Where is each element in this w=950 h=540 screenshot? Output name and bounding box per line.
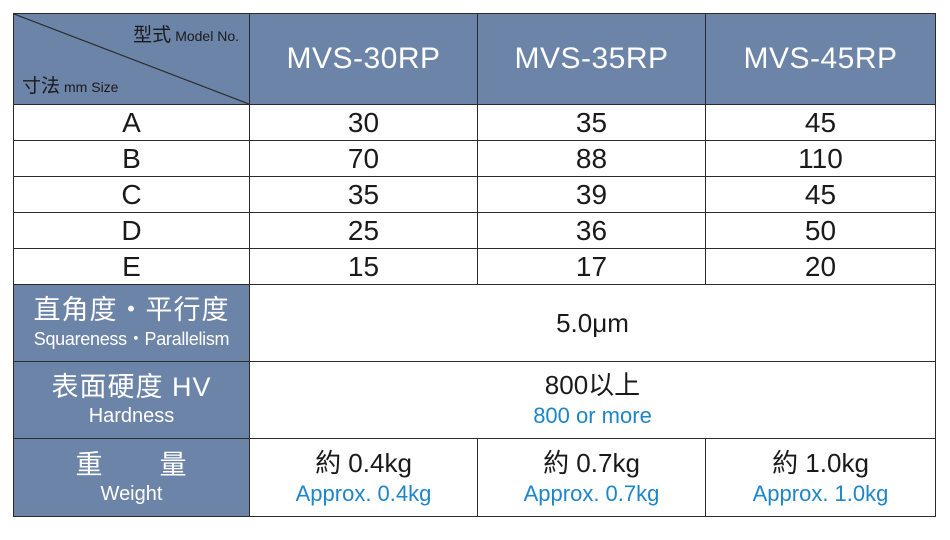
squareness-value: 5.0μm (556, 308, 629, 338)
squareness-label-jp: 直角度・平行度 (33, 295, 230, 325)
dimension-value: 50 (705, 212, 936, 249)
model-no-label: 型式 Model No. (133, 25, 239, 46)
dimension-label: E (13, 248, 250, 285)
hardness-row: 表面硬度 HV Hardness 800以上 800 or more (13, 361, 936, 439)
dimension-label: C (13, 176, 250, 213)
squareness-value-cell: 5.0μm (249, 284, 936, 362)
dimension-value: 39 (477, 176, 706, 213)
dimension-value: 70 (249, 140, 478, 177)
dimension-value: 45 (705, 176, 936, 213)
dimension-value: 30 (249, 104, 478, 141)
size-label: 寸法 mm Size (22, 76, 119, 97)
dimension-label: A (13, 104, 250, 141)
weight-label-cell: 重 量 Weight (13, 438, 250, 517)
diagonal-divider (14, 14, 249, 104)
hardness-value-jp: 800以上 (544, 370, 641, 400)
dimension-value: 35 (477, 104, 706, 141)
dimension-label: D (13, 212, 250, 249)
hardness-label-jp: 表面硬度 HV (51, 372, 212, 402)
dimension-row-d: D 25 36 50 (13, 212, 936, 249)
dimension-value: 25 (249, 212, 478, 249)
dimension-row-c: C 35 39 45 (13, 176, 936, 213)
model-header-3: MVS-45RP (705, 13, 936, 105)
dimension-value: 45 (705, 104, 936, 141)
dimension-value: 17 (477, 248, 706, 285)
squareness-row: 直角度・平行度 Squareness・Parallelism 5.0μm (13, 284, 936, 362)
weight-label-jp: 重 量 (75, 449, 188, 480)
weight-value-cell-2: 約 0.7kg Approx. 0.7kg (477, 438, 706, 517)
weight-label-en: Weight (100, 482, 163, 505)
weight-value-cell-1: 約 0.4kg Approx. 0.4kg (249, 438, 478, 517)
dimension-value: 35 (249, 176, 478, 213)
model-header-1: MVS-30RP (249, 13, 478, 105)
dimension-value: 15 (249, 248, 478, 285)
squareness-label-en: Squareness・Parallelism (33, 329, 230, 349)
dimension-value: 88 (477, 140, 706, 177)
dimension-label: B (13, 140, 250, 177)
weight-value-jp: 約 1.0kg (772, 447, 869, 478)
model-header-2: MVS-35RP (477, 13, 706, 105)
dimension-row-a: A 30 35 45 (13, 104, 936, 141)
weight-value-en: Approx. 0.7kg (523, 480, 660, 506)
header-row: 型式 Model No. 寸法 mm Size MVS-30RP MVS-35RP … (13, 13, 936, 105)
weight-value-jp: 約 0.7kg (543, 447, 640, 478)
weight-row: 重 量 Weight 約 0.4kg Approx. 0.4kg 約 0.7kg… (13, 438, 936, 517)
weight-value-en: Approx. 0.4kg (295, 480, 432, 506)
dimension-value: 110 (705, 140, 936, 177)
weight-value-jp: 約 0.4kg (315, 447, 412, 478)
squareness-label-cell: 直角度・平行度 Squareness・Parallelism (13, 284, 250, 362)
dimension-value: 20 (705, 248, 936, 285)
hardness-label-en: Hardness (88, 405, 175, 427)
dimension-row-e: E 15 17 20 (13, 248, 936, 285)
weight-value-cell-3: 約 1.0kg Approx. 1.0kg (705, 438, 936, 517)
weight-value-en: Approx. 1.0kg (752, 480, 889, 506)
dimension-value: 36 (477, 212, 706, 249)
hardness-value-cell: 800以上 800 or more (249, 361, 936, 439)
spec-table: 型式 Model No. 寸法 mm Size MVS-30RP MVS-35RP … (13, 13, 936, 517)
dimension-row-b: B 70 88 110 (13, 140, 936, 177)
hardness-value-en: 800 or more (533, 403, 652, 428)
hardness-label-cell: 表面硬度 HV Hardness (13, 361, 250, 439)
corner-header-cell: 型式 Model No. 寸法 mm Size (13, 13, 250, 105)
